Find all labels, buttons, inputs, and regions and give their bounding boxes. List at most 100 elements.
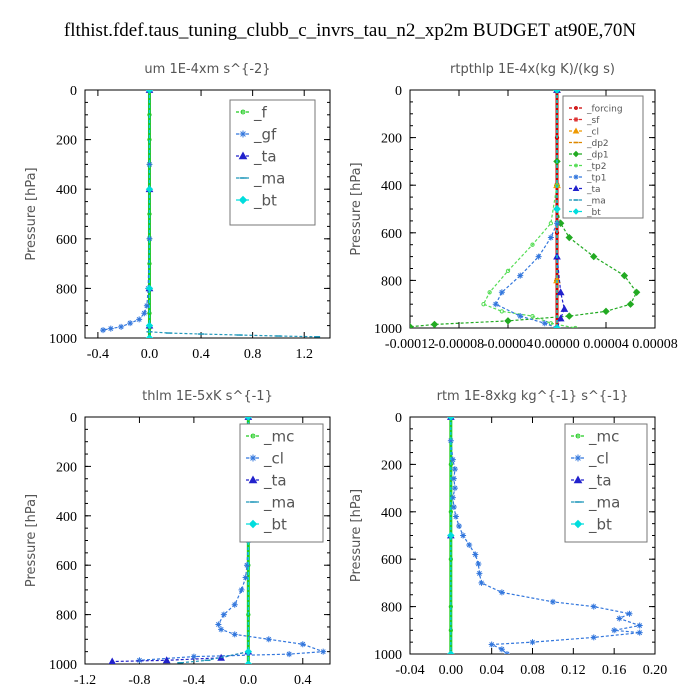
data-point: [602, 307, 610, 316]
x-tick-label: 0.4: [192, 347, 210, 362]
legend-label: _ma: [586, 196, 606, 206]
data-point: [100, 327, 107, 334]
data-point: [145, 321, 154, 330]
legend-label: _bt: [586, 208, 601, 218]
legend-box: [229, 99, 316, 226]
y-tick-label: 200: [56, 134, 77, 149]
legend-label: _cl: [263, 450, 284, 469]
data-point: [549, 598, 556, 605]
data-point: [499, 309, 505, 314]
data-point: [517, 313, 524, 320]
legend-marker: [248, 475, 258, 484]
data-point: [146, 235, 153, 242]
x-tick-label: 0.0: [141, 347, 159, 362]
y-tick-label: 0: [70, 411, 77, 426]
data-point: [476, 570, 483, 577]
data-point: [286, 651, 293, 658]
data-point: [535, 253, 542, 260]
data-point: [447, 417, 455, 421]
data-point: [450, 504, 457, 511]
y-tick-label: 200: [56, 460, 77, 475]
data-point: [145, 185, 154, 193]
legend-marker: [573, 475, 583, 484]
x-tick-label: 0.12: [561, 663, 586, 678]
data-point: [636, 629, 643, 636]
y-tick-label: 600: [56, 559, 77, 574]
y-tick-label: 1000: [374, 322, 402, 337]
data-point: [590, 603, 597, 610]
data-point: [517, 272, 524, 279]
x-tick-label: -0.00008: [434, 337, 484, 352]
legend: _mc _cl _ta _ma _bt: [239, 423, 324, 543]
legend: _forcing _sf_cl _dp2_dp1 _tp2_tp1 _ta_ma _bt: [562, 95, 644, 219]
legend-label: _ma: [253, 170, 285, 189]
legend-label: _ta: [263, 472, 287, 491]
legend-marker: [249, 454, 257, 462]
y-tick-label: 600: [56, 233, 77, 248]
data-point: [547, 234, 554, 241]
data-point: [145, 284, 154, 293]
series-group: [446, 417, 643, 654]
legend-label: _dp2: [586, 139, 609, 149]
legend-marker: [239, 130, 247, 138]
legend-label: _forcing: [586, 104, 623, 114]
data-point: [488, 641, 495, 648]
series-line-tp2: [482, 90, 576, 328]
data-point: [565, 233, 573, 242]
data-point: [242, 574, 249, 581]
panel-4: rtm 1E-8xkg kg^{-1} s^{-1} Pressure [hPa]…: [349, 389, 667, 678]
data-point: [498, 289, 505, 296]
data-point: [616, 615, 623, 622]
data-point: [136, 657, 143, 664]
x-tick-label: 0.00: [439, 663, 464, 678]
data-point: [430, 320, 439, 328]
y-tick-label: 800: [56, 609, 77, 624]
data-point: [231, 601, 238, 608]
data-point: [553, 205, 561, 213]
x-tick-label: -0.04: [395, 663, 424, 678]
legend-marker: [574, 454, 582, 462]
data-point: [492, 301, 499, 308]
legend-label: _dp1: [586, 150, 609, 160]
data-point: [449, 494, 456, 501]
legend-marker: [240, 109, 246, 115]
series-line-gf: [102, 90, 151, 331]
panel-title: um 1E-4xm s^{-2}: [144, 62, 270, 77]
data-point: [620, 271, 629, 280]
data-point: [447, 531, 455, 540]
x-tick-label: -0.4: [87, 347, 109, 362]
data-point: [498, 646, 505, 653]
data-point: [244, 647, 253, 656]
x-tick-label: 0.4: [294, 673, 312, 688]
data-point: [320, 648, 327, 655]
legend-marker: [574, 106, 578, 110]
data-point: [553, 324, 561, 328]
data-point: [504, 317, 512, 325]
data-point: [565, 312, 573, 320]
data-point: [244, 660, 253, 664]
series-line-ta: [112, 417, 249, 663]
panel-title: rtpthlp 1E-4x(kg K)/(kg s): [450, 62, 615, 77]
legend-label: _cl: [586, 127, 599, 137]
data-point: [451, 485, 458, 492]
y-axis-label: Pressure [hPa]: [349, 162, 364, 255]
x-tick-label: 0.8: [244, 347, 262, 362]
y-tick-label: 600: [381, 227, 402, 242]
panel-title: thlm 1E-5xK s^{-1}: [142, 389, 273, 404]
data-point: [218, 626, 225, 633]
data-point: [487, 290, 492, 295]
data-point: [541, 320, 548, 327]
y-tick-label: 800: [56, 282, 77, 297]
legend-marker: [572, 184, 580, 191]
data-point: [553, 90, 561, 94]
data-point: [265, 636, 272, 643]
y-tick-label: 400: [56, 510, 77, 525]
data-point: [108, 657, 116, 664]
data-point: [626, 300, 635, 308]
data-point: [556, 314, 565, 322]
legend-marker: [248, 519, 258, 529]
data-point: [460, 532, 467, 539]
legend-label: _cl: [588, 450, 609, 469]
y-tick-label: 1000: [374, 648, 402, 663]
